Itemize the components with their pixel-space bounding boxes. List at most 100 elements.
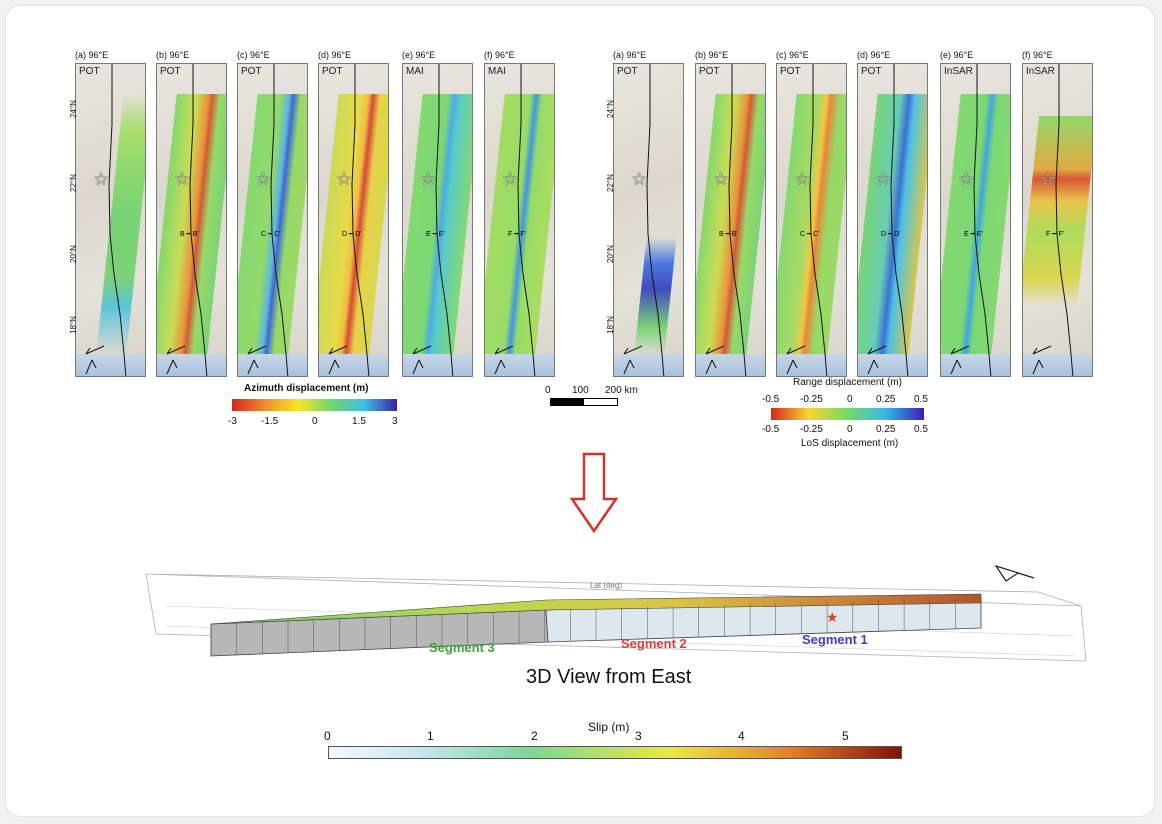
lat-label-right-1: 24°N xyxy=(606,100,615,118)
fault-trace xyxy=(867,64,909,376)
right-panel-label: (a) 96°E xyxy=(613,50,647,60)
profile-line-label: F ━ F' xyxy=(1046,231,1064,238)
profile-line-label: D ━ D' xyxy=(881,231,901,238)
lat-label-right-2: 22°N xyxy=(606,174,615,192)
data-type-label: POT xyxy=(241,66,262,77)
profile-line-label: F ━ F' xyxy=(508,231,526,238)
epicenter-star-icon: ☆ xyxy=(1040,169,1057,189)
azimuth-colorbar xyxy=(232,399,397,411)
epicenter-star-icon: ☆ xyxy=(502,169,519,189)
segment-1-label: Segment 1 xyxy=(802,632,868,647)
data-type-label: POT xyxy=(79,66,100,77)
profile-line-label: D ━ D' xyxy=(342,231,362,238)
fault-trace xyxy=(412,64,454,376)
hypocenter-star-icon: ★ xyxy=(826,610,839,626)
right-map-panel: InSAR ☆ F ━ F' xyxy=(1022,63,1093,377)
data-type-label: MAI xyxy=(406,66,424,77)
right-panel-label: (d) 96°E xyxy=(857,50,891,60)
left-map-panel: POT ☆ D ━ D' xyxy=(318,63,389,377)
lat-label-left-4: 18°N xyxy=(69,316,78,334)
profile-line-label: C ━ C' xyxy=(800,231,820,238)
data-type-label: InSAR xyxy=(944,66,973,77)
slip-colorbar xyxy=(328,746,902,759)
left-map-panel: POT ☆ xyxy=(75,63,146,377)
range-tick: -0.25 xyxy=(800,394,823,405)
fault-trace xyxy=(786,64,828,376)
azimuth-colorbar-title: Azimuth displacement (m) xyxy=(244,383,369,394)
slip-colorbar-title: Slip (m) xyxy=(588,720,630,734)
sea-area xyxy=(319,354,388,376)
azimuth-tick: -1.5 xyxy=(261,416,279,427)
fault-trace xyxy=(85,64,127,376)
sea-area xyxy=(157,354,226,376)
sea-area xyxy=(777,354,846,376)
left-map-panel: MAI ☆ F ━ F' xyxy=(484,63,555,377)
los-tick: 0 xyxy=(847,424,853,435)
sea-area xyxy=(1023,354,1092,376)
sea-area xyxy=(614,354,683,376)
fault-grid xyxy=(210,598,982,656)
los-tick: 0.25 xyxy=(876,424,896,435)
sea-area xyxy=(238,354,307,376)
slip-tick: 5 xyxy=(842,729,849,743)
segment-2-label: Segment 2 xyxy=(621,636,687,651)
right-map-panel: POT ☆ C ━ C' xyxy=(776,63,847,377)
epicenter-star-icon: ☆ xyxy=(420,169,437,189)
scale-bar-tick: 0 xyxy=(545,385,551,396)
right-panel-label: (e) 96°E xyxy=(940,50,974,60)
data-type-label: MAI xyxy=(488,66,506,77)
epicenter-star-icon: ☆ xyxy=(336,169,353,189)
fault-trace xyxy=(247,64,289,376)
profile-line-label: C ━ C' xyxy=(261,231,281,238)
fault-trace xyxy=(950,64,992,376)
lat-label-right-3: 20°N xyxy=(606,245,615,263)
profile-line-label: B ━ B' xyxy=(719,231,738,238)
range-colorbar xyxy=(771,408,924,420)
sea-area xyxy=(941,354,1010,376)
data-type-label: POT xyxy=(322,66,343,77)
epicenter-star-icon: ☆ xyxy=(713,169,730,189)
right-panel-label: (f) 96°E xyxy=(1022,50,1053,60)
epicenter-star-icon: ☆ xyxy=(174,169,191,189)
fault-trace xyxy=(166,64,208,376)
epicenter-star-icon: ☆ xyxy=(958,169,975,189)
fault-trace xyxy=(1032,64,1074,376)
lat-label-left-1: 24°N xyxy=(69,100,78,118)
right-map-panel: POT ☆ xyxy=(613,63,684,377)
data-type-label: POT xyxy=(780,66,801,77)
right-panel-label: (b) 96°E xyxy=(695,50,729,60)
right-panel-label: (c) 96°E xyxy=(776,50,809,60)
lat-label-right-4: 18°N xyxy=(606,316,615,334)
sea-area xyxy=(696,354,765,376)
right-map-panel: InSAR ☆ E ━ E' xyxy=(940,63,1011,377)
fault-trace xyxy=(494,64,536,376)
slip-tick: 1 xyxy=(427,729,434,743)
range-tick: 0.5 xyxy=(914,394,928,405)
data-type-label: POT xyxy=(617,66,638,77)
los-tick: -0.25 xyxy=(800,424,823,435)
fault-trace xyxy=(623,64,665,376)
azimuth-tick: 1.5 xyxy=(352,416,366,427)
left-panel-label: (d) 96°E xyxy=(318,50,352,60)
epicenter-star-icon: ☆ xyxy=(93,169,110,189)
epicenter-star-icon: ☆ xyxy=(631,169,648,189)
right-map-panel: POT ☆ D ━ D' xyxy=(857,63,928,377)
scale-bar-tick: 200 km xyxy=(605,385,638,396)
scale-bar xyxy=(550,398,618,406)
profile-line-label: B ━ B' xyxy=(180,231,199,238)
slip-tick: 0 xyxy=(324,729,331,743)
profile-line-label: E ━ E' xyxy=(964,231,983,238)
right-map-panel: POT ☆ B ━ B' xyxy=(695,63,766,377)
profile-line-label: E ━ E' xyxy=(426,231,445,238)
left-panel-label: (c) 96°E xyxy=(237,50,270,60)
data-type-label: POT xyxy=(861,66,882,77)
data-type-label: InSAR xyxy=(1026,66,1055,77)
epicenter-star-icon: ☆ xyxy=(794,169,811,189)
lat-axis-label: Lat (deg) xyxy=(590,581,623,590)
sea-area xyxy=(858,354,927,376)
left-map-panel: MAI ☆ E ━ E' xyxy=(402,63,473,377)
fault-trace xyxy=(705,64,747,376)
slip-tick: 4 xyxy=(738,729,745,743)
los-tick: -0.5 xyxy=(762,424,780,435)
plot-box xyxy=(145,573,1087,662)
